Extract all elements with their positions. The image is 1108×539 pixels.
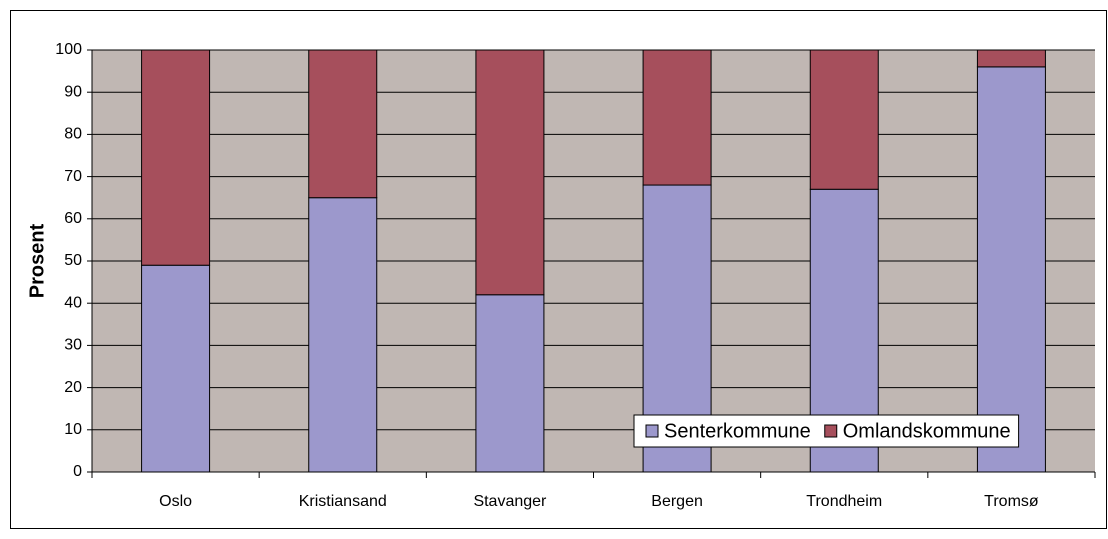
y-tick-label: 70 bbox=[64, 168, 82, 185]
y-tick-label: 80 bbox=[64, 126, 82, 143]
y-tick-label: 50 bbox=[64, 252, 82, 269]
y-tick-label: 60 bbox=[64, 210, 82, 227]
y-tick-label: 40 bbox=[64, 294, 82, 311]
x-tick-label: Tromsø bbox=[984, 493, 1039, 510]
x-tick-label: Oslo bbox=[159, 493, 192, 510]
legend-swatch bbox=[824, 424, 838, 438]
legend: Senterkommune Omlandskommune bbox=[633, 414, 1020, 448]
legend-label: Senterkommune bbox=[664, 420, 811, 442]
x-tick-label: Kristiansand bbox=[299, 493, 387, 510]
bar-segment bbox=[475, 294, 545, 473]
bar-segment bbox=[475, 49, 545, 296]
legend-label: Omlandskommune bbox=[843, 420, 1011, 442]
y-tick-label: 10 bbox=[64, 421, 82, 438]
bar-segment bbox=[809, 49, 879, 190]
x-tick-label: Trondheim bbox=[806, 493, 882, 510]
x-tick-label: Stavanger bbox=[473, 493, 547, 510]
legend-swatch bbox=[645, 424, 659, 438]
y-tick-label: 30 bbox=[64, 337, 82, 354]
y-tick-label: 0 bbox=[73, 463, 82, 480]
bar-segment bbox=[308, 49, 378, 199]
bar-segment bbox=[308, 197, 378, 473]
y-tick-label: 100 bbox=[55, 41, 82, 58]
bar-segment bbox=[141, 264, 211, 473]
y-axis-label: Prosent bbox=[26, 223, 48, 298]
bar-segment bbox=[141, 49, 211, 266]
y-tick-label: 90 bbox=[64, 83, 82, 100]
bar-segment bbox=[976, 66, 1046, 473]
y-tick-label: 20 bbox=[64, 379, 82, 396]
bar-segment bbox=[642, 49, 712, 186]
bar-segment bbox=[976, 49, 1046, 68]
x-tick-label: Bergen bbox=[651, 493, 703, 510]
